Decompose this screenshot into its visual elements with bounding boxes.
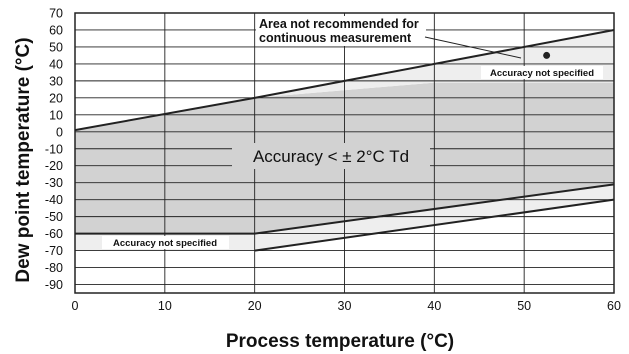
upper-not-specified-bg [481,66,603,79]
y-tick-label: -80 [45,261,63,275]
accuracy-center-label: Accuracy < ± 2°C Td [253,147,409,166]
y-axis-ticks: 70 60 50 40 30 20 10 0 -10 -20 -30 -40 -50 -60 -70 -80 -… [45,7,63,293]
y-tick-label: -20 [45,159,63,173]
plot-frame [74,12,615,294]
boundary-line-1 [75,183,615,235]
x-tick-label: 60 [607,299,621,313]
boundary-line-2 [254,198,615,252]
x-axis-ticks: 0 10 20 30 40 50 60 [72,299,621,313]
y-axis-label: Dew point temperature (°C) [13,37,34,282]
y-tick-label: 60 [49,23,63,37]
lower-not-specified-label: Accuracy not specified [113,238,217,249]
y-tick-label: -50 [45,210,63,224]
y-tick-label: 0 [56,125,63,139]
center-label-bg [232,143,430,169]
not-recommended-pointer [424,36,522,59]
x-tick-label: 40 [427,299,441,313]
not-recommended-marker [543,51,551,59]
not-recommended-line1: Area not recommended for [259,17,419,31]
y-tick-label: -10 [45,142,63,156]
upper-not-specified-label: Accuracy not specified [490,68,594,79]
y-tick-label: -30 [45,176,63,190]
not-recommended-bg [256,16,426,46]
lower-not-specified-bg [102,236,229,249]
y-tick-label: 20 [49,91,63,105]
x-axis-label: Process temperature (°C) [226,331,454,352]
y-tick-label: 40 [49,57,63,71]
y-tick-label: -60 [45,227,63,241]
y-tick-label: 50 [49,40,63,54]
y-tick-label: 70 [49,7,63,21]
y-tick-label: 30 [49,74,63,88]
x-tick-label: 10 [158,299,172,313]
y-tick-label: -40 [45,193,63,207]
y-tick-label: -70 [45,244,63,258]
x-tick-label: 50 [517,299,531,313]
x-tick-label: 30 [338,299,352,313]
y-tick-label: -90 [45,278,63,292]
x-tick-label: 0 [72,299,79,313]
x-tick-label: 20 [248,299,262,313]
y-tick-label: 10 [49,108,63,122]
not-recommended-line2: continuous measurement [259,31,412,45]
